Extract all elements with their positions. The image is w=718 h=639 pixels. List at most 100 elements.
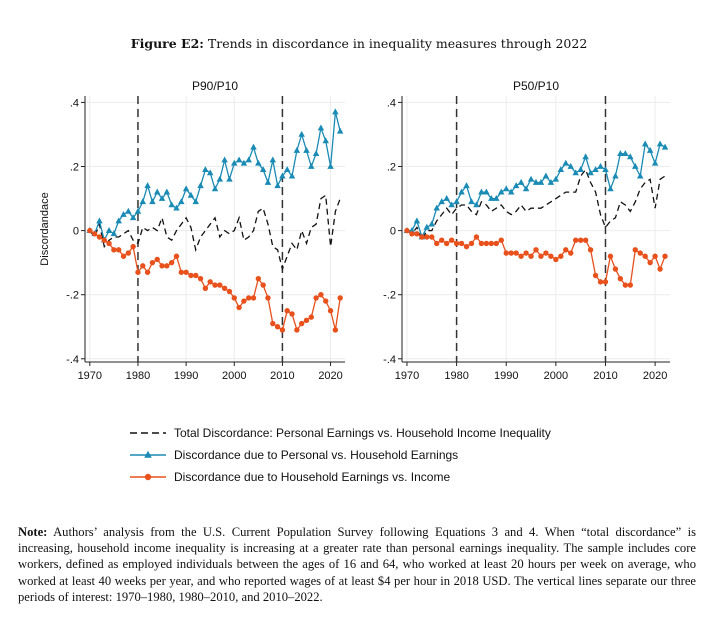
y-tick-label: 0	[390, 226, 396, 238]
data-point-household	[236, 304, 242, 311]
data-point-household	[488, 240, 495, 247]
data-point-household	[414, 231, 420, 237]
legend-marker-triangle	[144, 450, 152, 458]
data-point-household	[144, 269, 151, 275]
x-tick-label: 1970	[395, 370, 419, 382]
legend-item-total: Total Discordance: Personal Earnings vs.…	[130, 426, 551, 440]
data-point-personal	[646, 146, 654, 153]
data-point-household	[159, 263, 165, 269]
data-point-personal	[483, 188, 490, 195]
data-point-household	[255, 275, 262, 282]
data-point-personal	[317, 124, 325, 131]
data-point-personal	[522, 185, 530, 192]
x-tick-label: 2000	[544, 370, 568, 382]
data-point-personal	[547, 178, 555, 185]
data-point-household	[197, 275, 204, 282]
data-point-household	[543, 250, 549, 256]
data-point-household	[558, 253, 564, 259]
data-point-household	[217, 282, 223, 288]
legend-item-household: Discordance due to Household Earnings vs…	[130, 470, 450, 484]
data-point-household	[523, 250, 529, 256]
data-point-personal	[661, 143, 669, 150]
data-point-household	[518, 253, 524, 259]
data-point-household	[250, 295, 257, 301]
data-point-personal	[542, 172, 550, 179]
data-point-personal	[473, 201, 480, 208]
data-point-personal	[144, 182, 151, 189]
data-point-household	[308, 314, 314, 320]
data-point-personal	[517, 178, 525, 185]
chart-title: P90/P10	[192, 79, 238, 93]
data-point-personal	[572, 169, 579, 176]
note-label: Note:	[18, 525, 48, 539]
data-point-household	[587, 247, 594, 253]
data-point-personal	[582, 153, 589, 160]
data-point-household	[553, 256, 559, 263]
data-point-household	[202, 285, 209, 291]
data-point-personal	[478, 188, 485, 195]
data-point-personal	[438, 198, 445, 205]
data-point-personal	[641, 140, 649, 147]
data-point-household	[274, 324, 281, 330]
data-point-household	[602, 279, 609, 285]
x-tick-label: 2010	[270, 370, 294, 382]
x-tick-label: 1980	[444, 370, 468, 382]
x-tick-label: 2000	[222, 370, 246, 382]
data-point-personal	[216, 175, 224, 182]
data-point-personal	[636, 172, 644, 179]
data-point-personal	[187, 191, 195, 198]
data-point-household	[178, 269, 184, 275]
data-point-household	[493, 240, 499, 247]
data-point-household	[448, 237, 455, 243]
data-point-household	[568, 250, 574, 256]
data-point-household	[627, 282, 633, 288]
data-point-household	[154, 256, 160, 263]
data-point-personal	[493, 194, 500, 201]
data-point-personal	[211, 185, 219, 192]
data-point-household	[622, 282, 629, 288]
data-point-personal	[153, 188, 161, 195]
data-point-personal	[288, 172, 296, 179]
data-point-personal	[453, 198, 460, 205]
data-point-household	[183, 269, 189, 275]
legend-item-personal: Discordance due to Personal vs. Househol…	[130, 448, 458, 462]
legend-marker-circle	[144, 473, 152, 481]
data-point-household	[533, 247, 539, 253]
data-point-personal	[125, 207, 132, 214]
y-axis-label: Discordandace	[39, 192, 51, 265]
series-line-total	[406, 168, 666, 242]
data-point-household	[265, 295, 271, 301]
data-point-personal	[607, 185, 614, 192]
data-point-household	[318, 291, 324, 298]
data-point-personal	[255, 159, 262, 166]
data-point-personal	[413, 217, 421, 224]
data-point-personal	[557, 166, 565, 173]
data-point-personal	[264, 178, 272, 185]
data-point-household	[548, 253, 554, 259]
data-point-household	[279, 327, 286, 333]
data-point-personal	[245, 156, 252, 163]
data-point-personal	[507, 188, 515, 195]
data-point-personal	[240, 159, 248, 166]
data-point-personal	[279, 172, 286, 179]
data-point-household	[313, 295, 319, 301]
y-tick-label: .2	[387, 162, 396, 174]
data-point-household	[101, 237, 107, 243]
data-point-household	[538, 253, 544, 259]
data-point-household	[637, 250, 643, 256]
y-tick-label: -.4	[383, 354, 396, 366]
series-line-personal	[407, 142, 666, 239]
data-point-personal	[173, 204, 180, 211]
charts-svg: P90/P10 .4 .2 0 -.2 -.4 1970 1980 1990 2000 2010 20…	[39, 79, 670, 484]
data-point-personal	[468, 198, 475, 205]
chart-panel-0: P90/P10 .4 .2 0 -.2 -.4 1970 1980 1990 2000 2010 20…	[39, 79, 345, 382]
data-point-household	[662, 253, 668, 259]
data-point-personal	[202, 166, 209, 173]
data-point-household	[468, 240, 475, 247]
chart-title: P50/P10	[513, 79, 559, 93]
data-point-household	[106, 240, 112, 247]
data-point-personal	[622, 150, 629, 157]
data-point-household	[642, 253, 648, 259]
data-point-personal	[617, 150, 624, 157]
data-point-household	[647, 259, 653, 266]
